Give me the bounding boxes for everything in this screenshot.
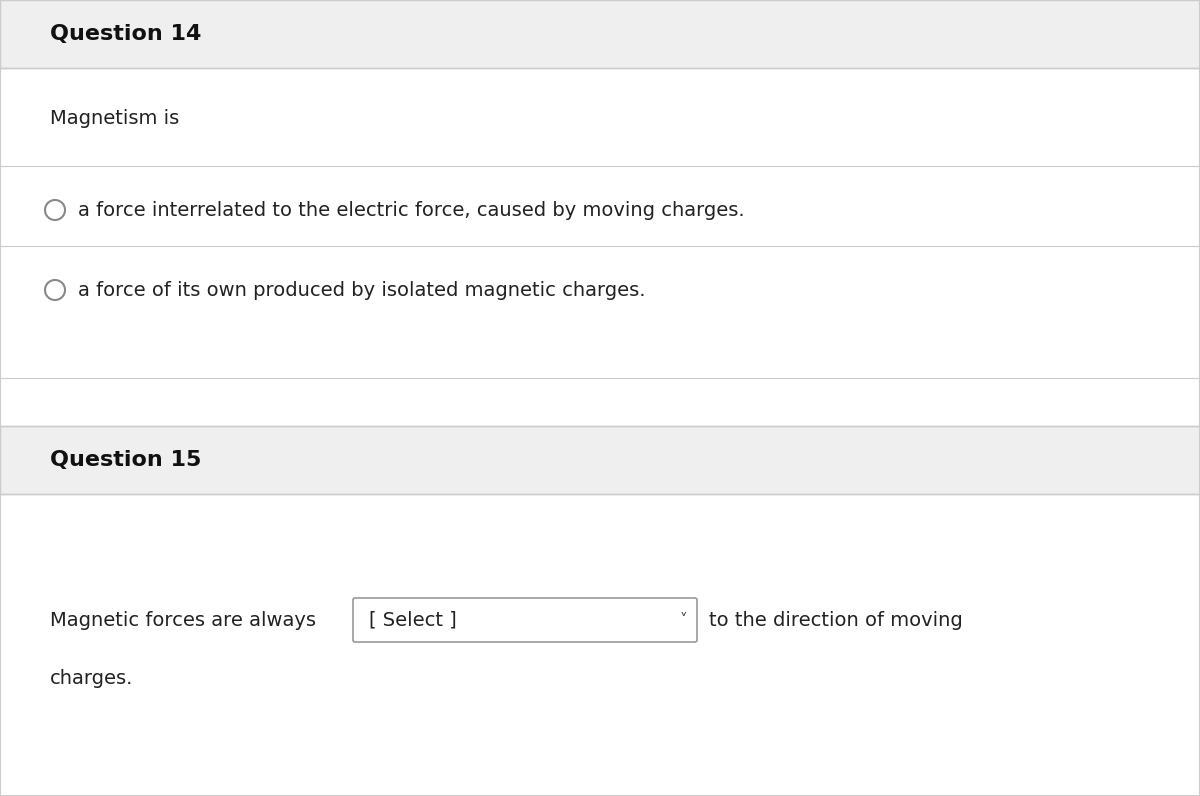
Text: ˅: ˅: [679, 612, 686, 627]
Text: a force interrelated to the electric force, caused by moving charges.: a force interrelated to the electric for…: [78, 201, 745, 220]
Bar: [0, 426, 1200, 494]
Bar: [0, 68, 1200, 378]
Bar: [0, 0, 1200, 68]
Text: Magnetism is: Magnetism is: [50, 108, 179, 127]
Bar: [0, 494, 1200, 796]
Text: [ Select ]: [ Select ]: [370, 611, 457, 630]
Text: Question 14: Question 14: [50, 24, 202, 44]
Bar: [0, 378, 1200, 426]
FancyBboxPatch shape: [353, 598, 697, 642]
Text: charges.: charges.: [50, 669, 133, 688]
Text: Magnetic forces are always: Magnetic forces are always: [50, 611, 316, 630]
Text: to the direction of moving: to the direction of moving: [709, 611, 962, 630]
Text: a force of its own produced by isolated magnetic charges.: a force of its own produced by isolated …: [78, 280, 646, 299]
Text: Question 15: Question 15: [50, 450, 202, 470]
